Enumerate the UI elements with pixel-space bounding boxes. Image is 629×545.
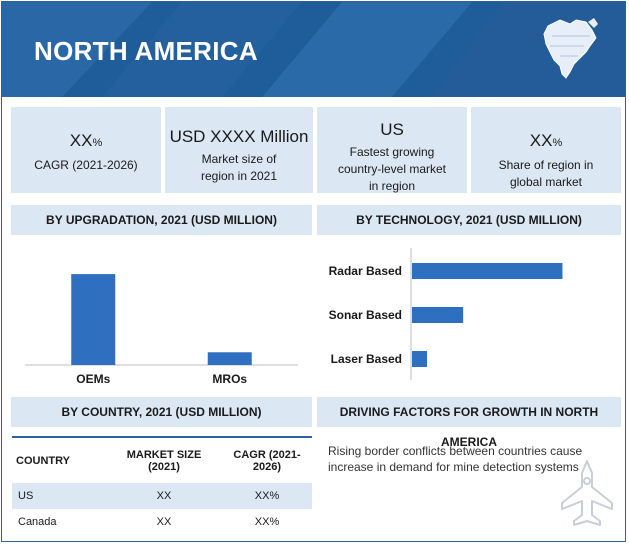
- category-label: Sonar Based: [329, 308, 402, 322]
- category-label: OEMs: [76, 372, 110, 386]
- category-label: Laser Based: [331, 352, 402, 366]
- category-label: Radar Based: [329, 264, 402, 278]
- kpi-fastest-country: US Fastest growing country-level market …: [317, 107, 467, 193]
- north-america-map-icon: [543, 18, 598, 79]
- kpi-global-share-suffix: %: [552, 137, 563, 149]
- kpi-fastest-country-value: US: [380, 120, 404, 139]
- col-cagr: CAGR (2021-2026): [233, 449, 301, 473]
- kpi-cagr-suffix: %: [92, 137, 103, 149]
- region-title: NORTH AMERICA: [34, 36, 258, 66]
- kpi-cagr: XX% CAGR (2021-2026): [11, 107, 161, 193]
- kpi-global-share-label: Share of region in global market: [498, 158, 594, 189]
- cell-country: Canada: [18, 516, 57, 528]
- kpi-market-size-label: Market size of region in 2021: [200, 152, 278, 183]
- country-table-header: COUNTRY MARKET SIZE (2021) CAGR (2021-20…: [12, 436, 312, 484]
- region-header: NORTH AMERICA: [2, 2, 625, 97]
- cell-country: US: [18, 490, 34, 502]
- bar: [71, 274, 116, 365]
- section-technology: BY TECHNOLOGY, 2021 (USD MILLION): [317, 205, 621, 235]
- kpi-market-size-value: USD XXXX Million: [169, 127, 309, 146]
- kpi-market-size: USD XXXX Million Market size of region i…: [165, 107, 313, 193]
- kpi-global-share: XX% Share of region in global market: [471, 107, 621, 193]
- cell-cagr: XX%: [254, 490, 280, 502]
- bar: [412, 263, 563, 279]
- kpi-fastest-country-label: Fastest growing country-level market in …: [337, 145, 447, 193]
- section-upgradation: BY UPGRADATION, 2021 (USD MILLION): [11, 205, 312, 235]
- cell-market-size: XX: [156, 516, 172, 528]
- section-drivers: DRIVING FACTORS FOR GROWTH IN NORTH AMER…: [317, 397, 621, 449]
- section-country: BY COUNTRY, 2021 (USD MILLION): [11, 397, 312, 427]
- bar: [207, 352, 252, 365]
- kpi-cagr-value: XX: [69, 131, 93, 150]
- bar: [412, 351, 428, 367]
- upgradation-chart: OEMs MROs: [11, 242, 312, 390]
- technology-chart: Radar Based Sonar Based Laser Based: [317, 242, 621, 384]
- cell-market-size: XX: [156, 490, 172, 502]
- col-country: COUNTRY: [16, 455, 70, 467]
- bar: [412, 307, 464, 323]
- driver-text: Rising border conflicts between countrie…: [328, 444, 583, 474]
- cell-cagr: XX%: [254, 516, 280, 528]
- category-label: MROs: [212, 372, 247, 386]
- kpi-global-share-value: XX: [529, 131, 553, 150]
- table-row: US XX XX%: [12, 483, 312, 509]
- fighter-jet-icon: [561, 460, 613, 526]
- col-market-size: MARKET SIZE (2021): [126, 449, 202, 473]
- table-row: Canada XX XX%: [12, 509, 312, 535]
- kpi-cagr-label: CAGR (2021-2026): [34, 158, 138, 172]
